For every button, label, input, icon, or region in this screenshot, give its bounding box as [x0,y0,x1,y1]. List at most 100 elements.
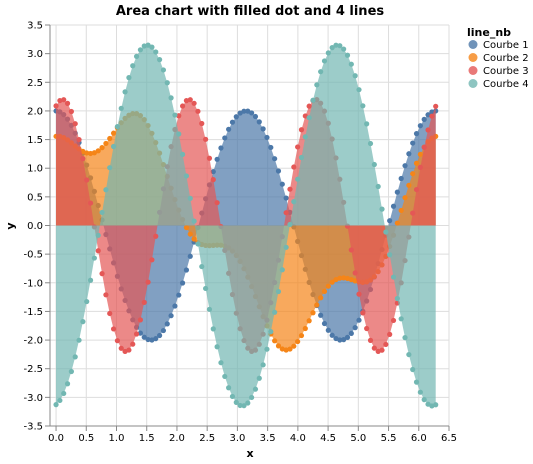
data-point [226,385,232,391]
data-point [364,325,370,332]
data-point [314,302,320,308]
data-point [164,80,170,86]
data-point [275,288,282,295]
data-point [379,347,385,353]
data-point [180,151,186,158]
data-point [387,218,393,224]
data-point [153,233,159,239]
data-point [107,135,113,142]
data-point [260,362,266,368]
data-point [341,46,347,52]
data-point [406,182,412,188]
data-point [249,110,255,116]
data-point [398,207,404,214]
data-point [195,108,201,114]
data-point [103,292,109,298]
data-point [183,224,190,231]
legend-swatch [468,79,478,88]
data-point [107,310,113,317]
data-point [61,390,67,397]
data-point [390,274,397,280]
data-point [149,257,155,263]
data-point [321,58,328,64]
data-point [145,42,151,48]
data-point [314,82,320,88]
data-point [321,288,328,294]
data-point [287,186,293,192]
data-point [341,275,347,281]
data-point [103,140,109,147]
data-point [410,140,416,146]
data-point [107,165,113,171]
data-point [275,168,282,174]
data-point [279,181,285,187]
data-point [394,220,400,226]
data-point [187,253,193,259]
legend-label: Courbe 4 [483,79,529,90]
data-point [191,236,197,242]
data-point [137,317,144,323]
data-point [252,386,259,392]
data-point [321,320,328,327]
chart-title: Area chart with filled dot and 4 lines [116,4,385,19]
data-point [413,186,420,193]
data-point [145,336,151,343]
data-point [76,337,82,343]
data-point [421,397,427,403]
data-point [417,164,423,170]
legend-swatch [468,53,478,62]
y-tick-label: 2.5 [27,78,43,89]
y-axis-title: y [4,222,17,229]
data-point [68,368,74,375]
x-tick-label: 6.5 [441,433,457,444]
data-point [371,345,377,351]
data-point [302,134,308,140]
x-tick-label: 1.5 [139,433,155,444]
data-point [421,144,427,150]
y-tick-label: 0.5 [27,192,43,203]
data-point [352,73,358,79]
data-point [95,248,101,254]
data-point [99,209,105,216]
data-point [367,140,374,147]
x-tick-label: 5.5 [381,433,397,444]
data-point [413,131,420,137]
data-point [337,275,343,281]
data-point [398,316,404,322]
data-point [118,105,124,111]
data-point [356,317,362,323]
data-point [337,43,343,49]
data-point [348,247,354,253]
data-point [352,270,358,276]
data-point [318,312,324,318]
data-point [306,103,312,109]
data-point [153,336,159,342]
data-point [61,97,67,103]
data-point [410,366,416,373]
y-tick-label: 3.0 [27,49,43,60]
data-point [84,177,90,183]
data-point [133,53,140,60]
data-point [360,103,366,109]
data-point [325,283,331,289]
data-point [57,397,63,404]
data-point [222,135,228,141]
data-point [291,343,297,349]
data-point [64,381,71,387]
data-point [76,137,82,143]
data-point [417,389,423,395]
data-point [141,299,147,305]
y-tick-label: -3.5 [23,422,43,433]
data-point [295,144,301,150]
data-point [429,113,435,119]
data-point [402,335,408,341]
data-point [302,325,308,332]
data-point [229,393,236,400]
y-tick-label: -3.0 [23,393,43,404]
data-point [329,45,335,51]
data-point [417,123,423,129]
data-point [268,329,274,335]
data-point [279,267,285,273]
x-tick-label: 5.0 [350,433,366,444]
